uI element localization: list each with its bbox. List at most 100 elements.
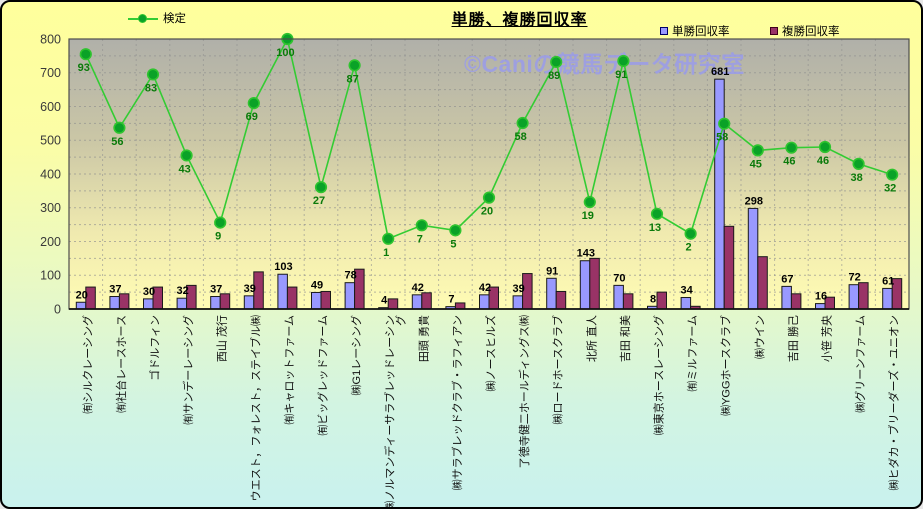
y-tick-label: 500 [40, 134, 61, 148]
page-title: 単勝、複勝回収率 [451, 12, 588, 29]
x-category-label: ㈲社台レースホース [114, 315, 128, 413]
bar-value-label: 4 [381, 295, 388, 307]
bar-tansho [546, 277, 557, 310]
legend-tansho-label: 単勝回収率 [672, 26, 730, 38]
kentei-point [314, 181, 328, 194]
legend-fukusho-label: 複勝回収率 [782, 26, 840, 38]
bar-value-label: 20 [76, 289, 88, 301]
bar-tansho [848, 284, 860, 310]
bar-value-label: 39 [244, 283, 256, 295]
bar-tansho [781, 285, 792, 310]
bar-fukusho [286, 286, 298, 310]
x-category-label: ㈱YGGホースクラブ [719, 315, 733, 416]
kentei-value-label: 45 [750, 158, 762, 170]
kentei-point [718, 117, 731, 130]
kentei-value-label: 91 [615, 69, 627, 81]
bar-tansho [344, 282, 356, 310]
bar-fukusho [656, 291, 667, 310]
bar-value-label: 67 [781, 273, 793, 285]
kentei-point [146, 68, 160, 81]
kentei-value-label: 38 [850, 172, 862, 184]
x-category-label: ㈱ノースヒルズ [484, 315, 498, 391]
x-category-label: 北所 直人 [584, 315, 598, 362]
kentei-value-label: 69 [246, 111, 258, 123]
bar-value-label: 49 [311, 279, 323, 291]
bar-value-label: 16 [815, 291, 827, 303]
kentei-point [180, 149, 193, 162]
bar-fukusho [589, 257, 600, 310]
bar-fukusho [757, 256, 768, 310]
kentei-value-label: 87 [346, 73, 358, 85]
bar-fukusho [858, 282, 869, 310]
kentei-value-label: 20 [481, 206, 493, 218]
bar-tansho [75, 301, 87, 310]
kentei-value-label: 13 [649, 222, 661, 234]
x-category-label: ウエスト，フォレスト，ステイブル㈱ [248, 315, 262, 501]
y-tick-label: 400 [40, 167, 61, 181]
tansho-square-icon [660, 27, 668, 35]
x-category-label: ゴドルフィン [148, 315, 162, 381]
bar-fukusho [387, 298, 399, 310]
legend-tansho: 単勝回収率 [660, 23, 730, 39]
x-category-label: ㈱ノルマンディーサラブレッドレーシング [383, 315, 408, 509]
kentei-point [617, 54, 630, 68]
kentei-point [415, 219, 428, 232]
bar-value-label: 681 [711, 66, 729, 78]
kentei-point [516, 116, 529, 130]
bar-value-label: 70 [613, 272, 625, 284]
y-tick-label: 0 [54, 302, 61, 316]
bar-fukusho [219, 293, 231, 310]
kentei-point [818, 140, 832, 154]
bar-tansho [747, 207, 759, 310]
bar-value-label: 143 [577, 248, 595, 260]
kentei-value-label: 7 [417, 233, 423, 245]
fukusho-square-icon [770, 27, 778, 35]
kentei-point [79, 48, 92, 61]
x-category-label: 西山 茂行 [215, 315, 229, 362]
x-category-label: 吉田 勝己 [786, 315, 800, 362]
bar-tansho [714, 78, 725, 310]
y-tick-label: 200 [40, 235, 61, 249]
kentei-point [382, 232, 395, 245]
x-category-label: ㈱グリーンファーム [853, 315, 867, 413]
bar-tansho [109, 296, 120, 310]
kentei-point [348, 59, 361, 72]
x-category-label: ㈲ミルファーム [686, 315, 699, 392]
kentei-point [650, 207, 664, 220]
x-category-label: ㈲サンデーレーシング [181, 315, 195, 425]
bar-value-label: 72 [848, 272, 860, 284]
bar-fukusho [118, 293, 130, 310]
y-tick-label: 100 [40, 269, 61, 283]
kentei-value-label: 1 [383, 247, 389, 259]
legend-fukusho: 複勝回収率 [770, 23, 840, 39]
y-tick-label: 800 [40, 32, 61, 46]
bar-fukusho [790, 293, 802, 310]
x-category-label: ㈱サラブレッドクラブ・ラフィアン [450, 315, 464, 490]
x-category-label: 了徳寺健二ホールディングス㈱ [517, 315, 531, 468]
x-category-label: 吉田 和美 [619, 315, 632, 362]
kentei-value-label: 58 [716, 132, 728, 144]
bar-value-label: 91 [546, 265, 558, 277]
kentei-value-label: 46 [817, 155, 829, 167]
bar-value-label: 39 [512, 283, 524, 295]
bar-tansho [176, 297, 188, 310]
bar-tansho [243, 295, 255, 310]
y-tick-label: 700 [40, 66, 61, 80]
x-category-label: ㈱ロードホースクラブ [551, 315, 565, 424]
bar-value-label: 37 [210, 284, 222, 296]
kentei-value-label: 2 [686, 242, 692, 254]
bar-fukusho [454, 302, 466, 310]
x-category-label: 田頭 勇貴 [416, 315, 430, 362]
bar-tansho [579, 260, 591, 310]
kentei-point [886, 168, 899, 181]
bar-value-label: 34 [680, 285, 693, 297]
kentei-value-label: 9 [215, 231, 221, 243]
bar-value-label: 30 [143, 286, 155, 298]
bar-value-label: 7 [448, 294, 454, 306]
bar-tansho [411, 294, 423, 310]
bar-fukusho [555, 290, 567, 310]
bar-value-label: 42 [479, 282, 491, 294]
bar-tansho [210, 296, 221, 310]
legend-kentei-label: 検定 [163, 13, 186, 25]
